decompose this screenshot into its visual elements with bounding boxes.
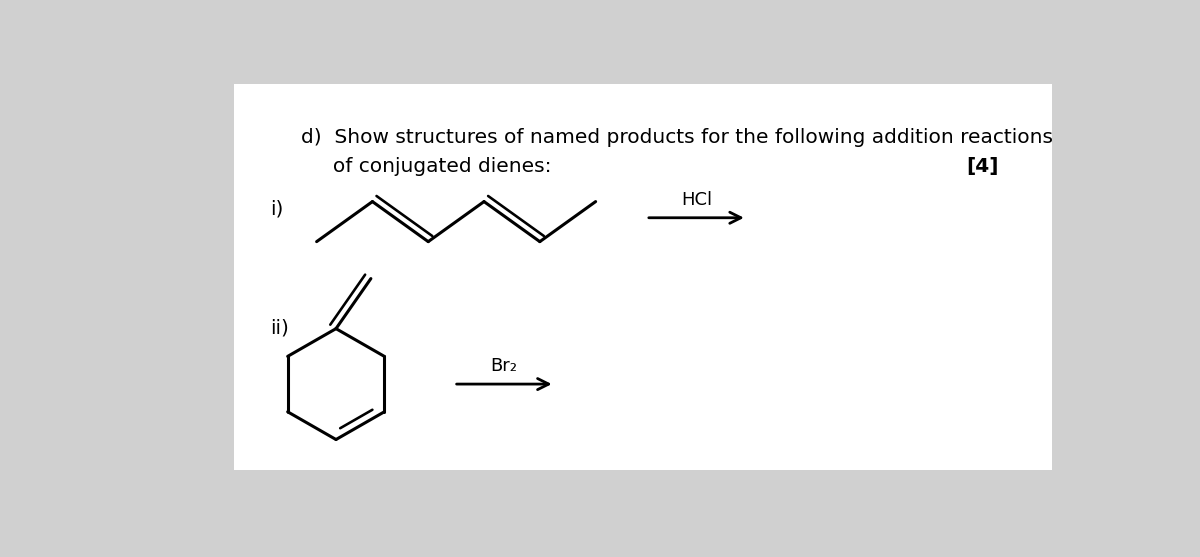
Text: i): i) [270, 199, 283, 218]
Text: [4]: [4] [966, 157, 998, 176]
Text: HCl: HCl [680, 190, 712, 208]
Text: ii): ii) [270, 319, 289, 338]
Text: Br₂: Br₂ [491, 357, 517, 375]
Text: of conjugated dienes:: of conjugated dienes: [301, 157, 552, 176]
Text: d)  Show structures of named products for the following addition reactions: d) Show structures of named products for… [301, 129, 1054, 148]
Bar [234, 84, 1052, 470]
